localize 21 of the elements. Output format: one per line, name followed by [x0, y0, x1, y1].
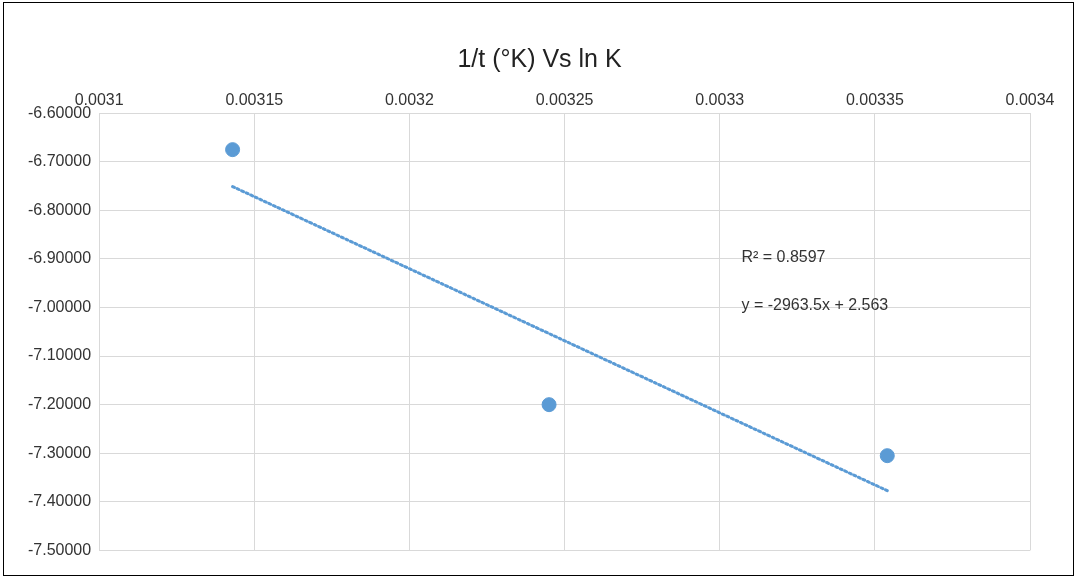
y-tick-label: -7.20000 — [27, 395, 92, 413]
y-tick-label: -7.50000 — [27, 540, 92, 558]
x-tick-label: 0.00325 — [535, 91, 594, 109]
x-tick-label: 0.00335 — [845, 91, 904, 109]
y-tick-label: -6.80000 — [27, 200, 92, 218]
y-tick-label: -7.00000 — [27, 297, 92, 315]
y-tick-label: -7.30000 — [27, 443, 92, 461]
point — [541, 397, 557, 413]
x-tick-label: 0.0033 — [695, 91, 745, 109]
annotation: y = -2963.5x + 2.563 — [741, 295, 889, 313]
y-tick-label: -6.90000 — [27, 249, 92, 267]
x-tick-label: 0.00315 — [225, 91, 284, 109]
annotation: R² = 0.8597 — [741, 247, 826, 265]
x-tick-label: 0.0034 — [1005, 91, 1055, 109]
x-tick-label: 0.0032 — [384, 91, 435, 109]
y-tick-label: -7.40000 — [27, 492, 92, 510]
point — [225, 142, 241, 158]
y-tick-label: -7.10000 — [27, 346, 92, 364]
point — [879, 448, 895, 464]
y-tick-label: -6.70000 — [27, 152, 92, 170]
chart-title: 1/t (°K) Vs ln K — [456, 44, 623, 73]
